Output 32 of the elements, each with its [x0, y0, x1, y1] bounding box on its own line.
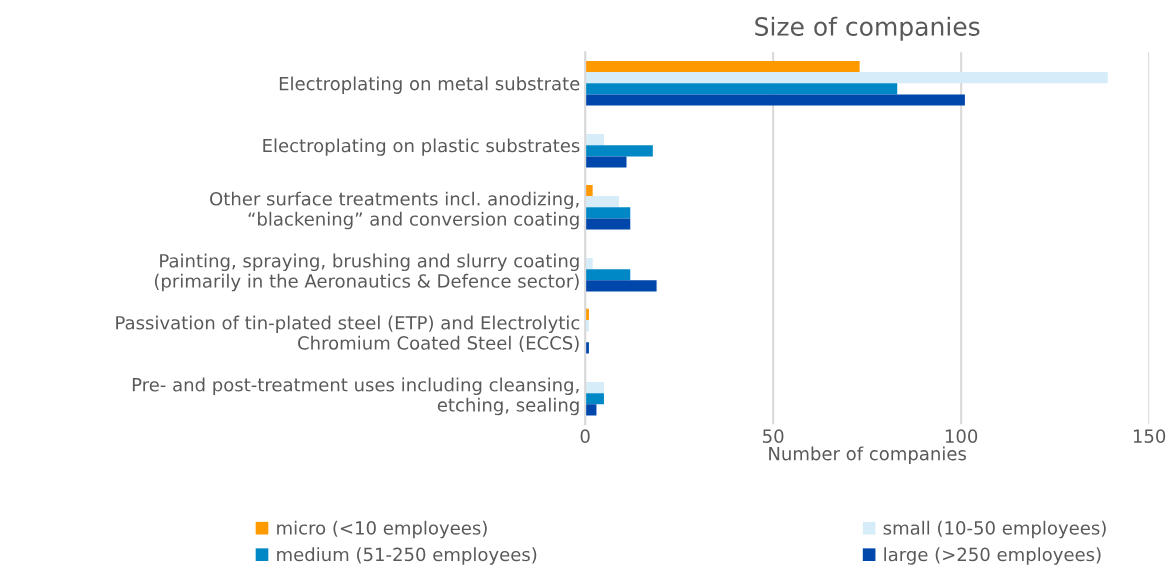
- bar: [585, 381, 604, 394]
- bar: [585, 218, 631, 230]
- bar: [585, 393, 604, 405]
- x-tick-label: 50: [763, 429, 784, 443]
- bar: [585, 156, 627, 168]
- legend-label: large (>250 employees): [884, 547, 1101, 565]
- bar: [585, 94, 965, 106]
- chart-title: Size of companies: [755, 16, 980, 41]
- bar: [585, 258, 593, 270]
- legend-label: micro (<10 employees): [277, 520, 487, 539]
- y-tick-label: Electroplating on plastic substrates: [263, 138, 580, 156]
- bar: [585, 196, 619, 208]
- y-tick-label: Electroplating on metal substrate: [279, 76, 580, 94]
- bar: [585, 72, 1108, 84]
- y-tick-label: Passivation of tin-plated steel (ETP) and Electrolytic Chromium Coated Steel (ECCS): [116, 315, 580, 352]
- bar: [585, 134, 604, 146]
- legend-label: small (10-50 employees): [883, 520, 1106, 539]
- bar: [585, 145, 653, 157]
- x-tick-label: 150: [1133, 429, 1166, 443]
- y-tick-label: Painting, spraying, brushing and slurry coating (primarily in the Aeronautics & Defence sector): [154, 253, 579, 292]
- bar: [585, 207, 631, 219]
- x-tick-label: 100: [945, 429, 978, 443]
- x-tick-label: 0: [580, 429, 590, 443]
- x-axis-title: Number of companies: [769, 446, 967, 464]
- bar: [585, 83, 898, 95]
- legend-label: medium (51-250 employees): [277, 547, 537, 565]
- bar: [585, 269, 631, 281]
- y-tick-label: Pre- and post-treatment uses including cleansing, etching, sealing: [132, 377, 579, 416]
- bar: [585, 184, 593, 197]
- y-tick-label: Other surface treatments incl. anodizing, “blackening” and conversion coating: [210, 191, 579, 230]
- bar: [585, 60, 860, 73]
- bar: [585, 280, 657, 292]
